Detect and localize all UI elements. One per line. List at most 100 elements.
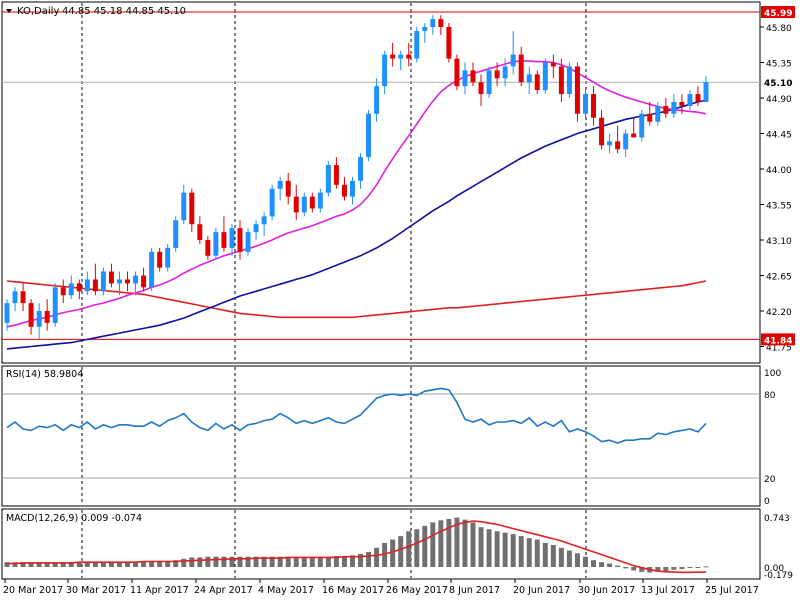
symbol-label: KO,Daily <box>17 6 59 17</box>
candle-body <box>510 54 516 67</box>
macd-histogram-bar <box>526 538 532 567</box>
rsi-indicator <box>6 387 707 444</box>
macd-histogram-bar <box>615 565 621 567</box>
date-axis: 20 Mar 2017 30 Mar 2017 11 Apr 2017 24 Apr … <box>3 579 759 596</box>
candle-body <box>695 94 701 102</box>
macd-histogram-bar <box>470 522 476 567</box>
macd-histogram-bar <box>28 562 34 567</box>
macd-histogram-bar <box>366 551 372 567</box>
macd-histogram-bar <box>165 560 171 567</box>
rsi-axis-label: 0 <box>764 497 770 507</box>
candle-body <box>36 311 42 327</box>
price-tick-label: 44.45 <box>766 131 792 141</box>
candle-body <box>566 66 572 95</box>
macd-histogram-bar <box>108 561 114 567</box>
macd-histogram-bar <box>599 562 605 567</box>
macd-histogram-bar <box>20 562 26 567</box>
candle-body <box>197 224 203 240</box>
macd-histogram-bar <box>510 534 516 567</box>
candle-body <box>205 240 211 256</box>
candle-body <box>518 54 524 83</box>
current-price-box <box>761 76 795 89</box>
macd-histogram-bar <box>36 562 42 567</box>
macd-histogram-bar <box>574 553 580 567</box>
candle-body <box>422 27 428 31</box>
macd-histogram-bar <box>454 517 460 567</box>
moving-average-short-line <box>6 60 707 328</box>
candle-body <box>398 54 404 59</box>
date-tick-label: 20 Jun 2017 <box>513 585 570 596</box>
candle-body <box>574 66 580 114</box>
macd-histogram-bar <box>301 556 307 567</box>
horizontal-level-lines <box>2 11 760 479</box>
candle-body <box>438 19 444 27</box>
candle-body <box>317 192 323 209</box>
dropdown-triangle-icon[interactable] <box>6 9 12 13</box>
macd-label: MACD(12,26,9) 0.009 -0.074 <box>6 513 142 524</box>
candle-body <box>133 275 139 284</box>
candle-body <box>647 113 653 122</box>
macd-pane[interactable] <box>1 508 761 580</box>
macd-histogram-bar <box>141 561 147 567</box>
candle-body <box>269 188 275 217</box>
candlesticks <box>4 15 709 339</box>
macd-histogram-bar <box>671 567 677 570</box>
candle-body <box>52 287 58 323</box>
macd-histogram-bar <box>52 562 58 567</box>
macd-histogram-bar <box>173 560 179 567</box>
macd-histogram-bar <box>229 556 235 567</box>
price-tick-label: 43.55 <box>766 202 792 212</box>
candle-body <box>671 101 677 114</box>
macd-histogram-bar <box>607 563 613 567</box>
candle-body <box>213 232 219 256</box>
candle-body <box>116 279 122 284</box>
candle-body <box>382 54 388 87</box>
candle-body <box>277 180 283 189</box>
date-tick-label: 8 Jun 2017 <box>449 585 500 596</box>
price-tick-label: 44.00 <box>766 166 792 176</box>
price-pane[interactable] <box>1 1 761 364</box>
candle-body <box>679 101 685 106</box>
macd-histogram-bar <box>157 560 163 567</box>
price-axis: 45.80 45.35 44.90 44.45 44.00 43.55 43.10 42.65… <box>760 6 795 581</box>
macd-histogram-bar <box>502 532 508 567</box>
candle-body <box>558 66 564 95</box>
macd-histogram-bar <box>4 562 10 567</box>
candle-body <box>221 232 227 248</box>
macd-histogram-bar <box>92 561 98 567</box>
macd-histogram-bar <box>623 567 629 569</box>
price-tick-label: 43.10 <box>766 237 792 247</box>
candle-body <box>341 184 347 197</box>
candle-body <box>173 220 179 248</box>
macd-histogram-bar <box>486 529 492 567</box>
moving-average-lines <box>6 60 707 350</box>
candle-body <box>261 216 267 225</box>
candle-body <box>125 279 131 284</box>
moving-average-mid-line <box>6 99 707 350</box>
candle-body <box>615 141 621 150</box>
macd-histogram-bar <box>125 561 131 567</box>
rsi-pane[interactable] <box>1 365 761 507</box>
macd-histogram-bar <box>422 525 428 567</box>
macd-histogram-bar <box>550 545 556 567</box>
price-tick-label: 45.80 <box>766 24 792 34</box>
macd-histogram-bar <box>44 562 50 567</box>
macd-histogram-bar <box>189 557 195 567</box>
candle-body <box>358 157 364 181</box>
price-tick-label: 44.90 <box>766 95 792 105</box>
macd-histogram-bar <box>382 542 388 567</box>
date-tick-label: 30 Mar 2017 <box>66 585 126 596</box>
price-tick-label: 45.35 <box>766 60 792 70</box>
macd-histogram-bar <box>663 567 669 572</box>
candle-body <box>639 113 645 138</box>
macd-histogram-bar <box>341 556 347 567</box>
candle-body <box>494 70 500 79</box>
candle-body <box>100 271 106 292</box>
macd-histogram-bar <box>478 527 484 567</box>
candle-body <box>141 275 147 288</box>
candle-body <box>703 82 709 102</box>
candle-body <box>149 251 155 288</box>
candle-body <box>44 311 50 323</box>
date-tick-label: 20 Mar 2017 <box>3 585 63 596</box>
macd-histogram-bar <box>325 556 331 567</box>
